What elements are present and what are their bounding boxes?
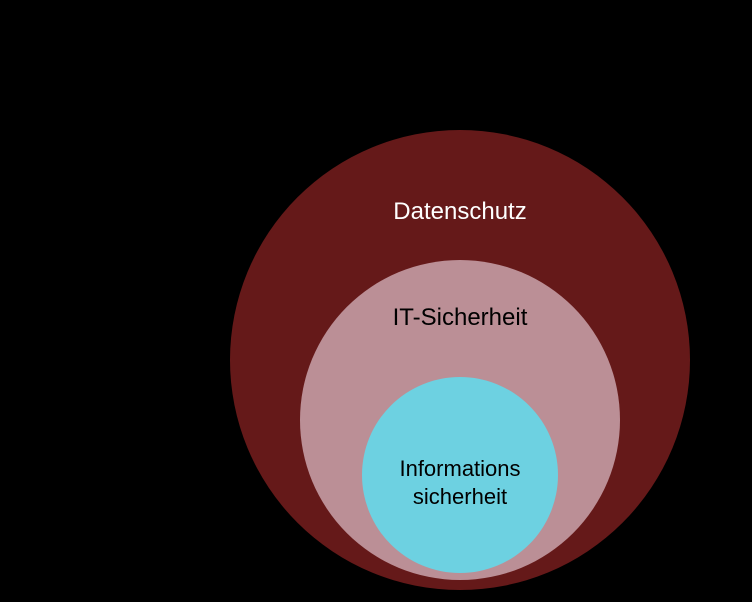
- label-inner: Informations sicherheit: [370, 455, 550, 510]
- label-outer: Datenschutz: [350, 197, 570, 227]
- label-middle: IT-Sicherheit: [350, 303, 570, 333]
- nested-circle-diagram: Datenschutz IT-Sicherheit Informations sic…: [0, 0, 752, 602]
